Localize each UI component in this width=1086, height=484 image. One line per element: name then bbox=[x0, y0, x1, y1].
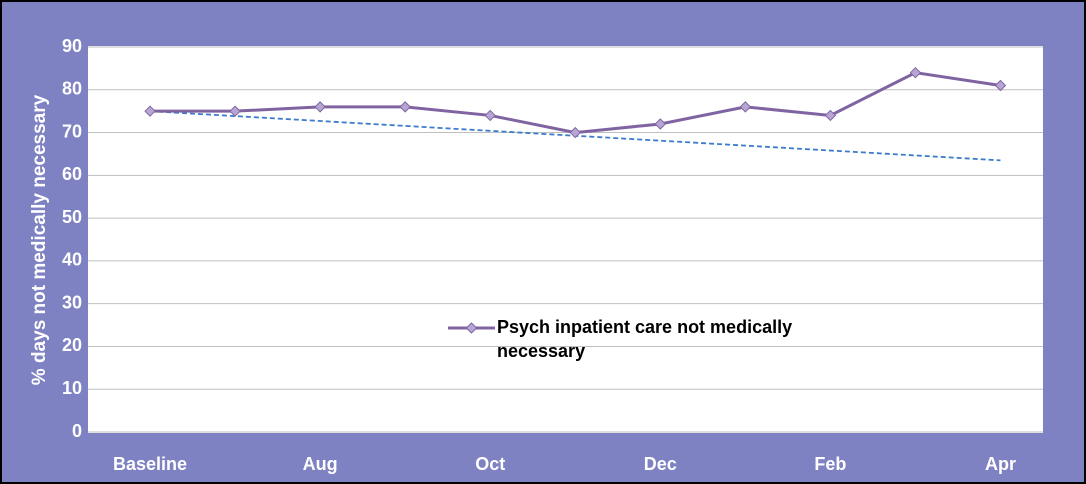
x-tick-label: Dec bbox=[644, 454, 677, 474]
legend-label: Psych inpatient care not medically neces… bbox=[497, 317, 793, 361]
data-point bbox=[739, 101, 752, 113]
y-tick-label: 70 bbox=[62, 121, 82, 141]
x-tick-label: Apr bbox=[985, 454, 1016, 474]
data-point bbox=[909, 66, 922, 79]
data-point bbox=[229, 105, 241, 117]
y-tick-label: 0 bbox=[72, 421, 82, 441]
x-tick-label: Feb bbox=[814, 454, 846, 474]
y-tick-label: 20 bbox=[62, 335, 82, 355]
data-point bbox=[399, 101, 411, 113]
data-point bbox=[654, 118, 667, 130]
data-point bbox=[314, 101, 326, 113]
legend-marker bbox=[465, 322, 478, 334]
data-point bbox=[144, 105, 156, 117]
y-axis-label: % days not medically necessary bbox=[29, 94, 50, 385]
y-tick-label: 60 bbox=[62, 164, 82, 184]
y-tick-label: 90 bbox=[62, 36, 82, 56]
y-tick-label: 40 bbox=[62, 250, 82, 270]
data-point bbox=[484, 109, 496, 122]
y-tick-label: 80 bbox=[62, 79, 82, 99]
y-tick-label: 50 bbox=[62, 207, 82, 227]
y-tick-label: 10 bbox=[62, 378, 82, 398]
x-tick-label: Oct bbox=[475, 454, 505, 474]
data-point bbox=[569, 126, 581, 139]
x-tick-label: Baseline bbox=[113, 454, 187, 474]
data-point bbox=[824, 109, 837, 122]
x-tick-label: Aug bbox=[303, 454, 338, 474]
data-point bbox=[994, 79, 1007, 92]
y-tick-label: 30 bbox=[62, 292, 82, 312]
legend-entry: Psych inpatient care not medically neces… bbox=[497, 317, 793, 361]
